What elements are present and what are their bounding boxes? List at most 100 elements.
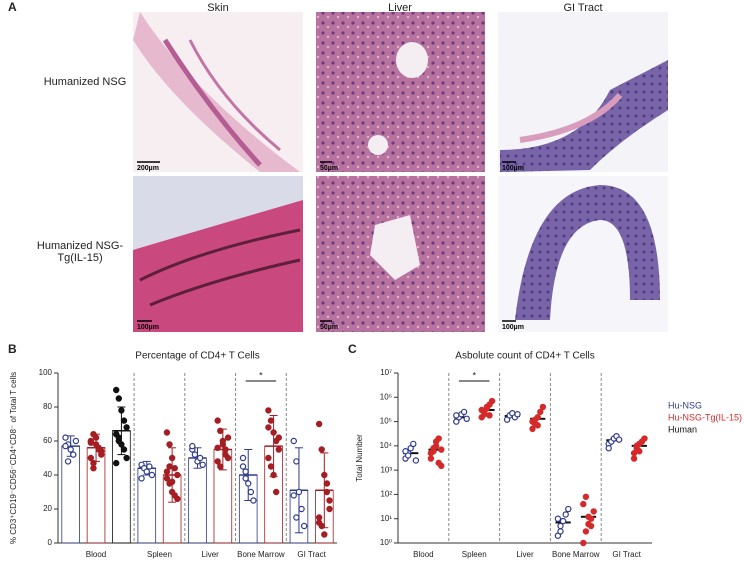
data-point xyxy=(559,517,567,525)
data-point xyxy=(298,505,305,513)
x-tick-label: Blood xyxy=(413,550,433,559)
image-gi-1 xyxy=(498,12,668,172)
data-point xyxy=(214,417,221,424)
data-point xyxy=(70,451,77,458)
scale-bar-label: 200µm xyxy=(137,165,159,172)
data-point xyxy=(460,408,468,416)
data-point xyxy=(636,448,643,455)
data-point xyxy=(214,458,221,465)
data-point xyxy=(92,434,100,441)
data-point xyxy=(590,508,597,515)
data-point xyxy=(113,459,120,467)
data-point xyxy=(605,445,612,452)
data-point xyxy=(123,424,130,431)
data-point xyxy=(138,475,145,482)
x-tick-label: Blood xyxy=(86,550,106,559)
data-point xyxy=(163,475,171,482)
x-tick-label: Bone Marrow xyxy=(552,550,600,559)
image-skin-1 xyxy=(133,12,303,172)
y-tick-label: 40 xyxy=(43,470,52,479)
data-point xyxy=(315,420,323,428)
data-point xyxy=(565,505,572,513)
data-point xyxy=(217,463,224,470)
image-liver-1 xyxy=(316,12,485,172)
data-point xyxy=(115,395,123,402)
y-tick-label: 10² xyxy=(380,490,392,499)
data-point xyxy=(529,425,536,433)
data-point xyxy=(118,441,125,448)
data-point xyxy=(166,463,173,470)
column-header: Liver xyxy=(388,2,412,14)
data-point xyxy=(168,478,176,485)
x-tick-label: GI Tract xyxy=(612,550,641,559)
data-point xyxy=(488,397,496,405)
data-point xyxy=(265,407,272,414)
panel-label: C xyxy=(348,342,357,356)
data-point xyxy=(120,446,128,453)
y-tick-label: 10⁶ xyxy=(380,392,392,401)
data-point xyxy=(265,454,272,462)
data-point xyxy=(315,514,323,521)
data-point xyxy=(412,457,420,464)
data-point xyxy=(290,492,297,499)
y-axis-label: % CD3⁺CD19⁻CD56⁻CD4⁺CD8⁻ of Total T cell… xyxy=(9,372,18,544)
data-point xyxy=(531,416,539,423)
data-point xyxy=(123,454,130,462)
data-point xyxy=(585,513,592,520)
y-tick-label: 60 xyxy=(43,436,52,445)
data-point xyxy=(98,448,105,455)
data-point xyxy=(72,437,80,445)
y-tick-label: 10⁵ xyxy=(380,417,392,426)
image-gi-2 xyxy=(498,176,668,332)
data-point xyxy=(321,531,328,538)
data-point xyxy=(554,515,562,522)
data-point xyxy=(245,480,252,487)
data-point xyxy=(163,429,171,436)
y-tick-label: 0 xyxy=(48,538,53,547)
image-liver-2 xyxy=(316,176,485,332)
data-point xyxy=(580,500,587,508)
data-point xyxy=(486,412,493,419)
data-point xyxy=(557,528,564,535)
y-tick-label: 100 xyxy=(39,368,53,377)
data-point xyxy=(267,463,275,470)
data-point xyxy=(404,452,412,459)
data-point xyxy=(219,441,227,448)
row-label: Humanized NSG xyxy=(43,76,127,88)
data-point xyxy=(115,434,123,441)
data-point xyxy=(323,480,331,487)
x-tick-label: Liver xyxy=(202,550,220,559)
data-point xyxy=(295,488,303,496)
data-point xyxy=(323,488,331,496)
y-tick-label: 10⁷ xyxy=(380,368,392,377)
data-point xyxy=(557,522,564,530)
legend-entry: Human xyxy=(668,424,697,434)
panel-label: B xyxy=(8,342,17,356)
row-label-box: Humanized NSG xyxy=(43,76,127,88)
data-point xyxy=(539,403,547,411)
panel-label: A xyxy=(8,0,17,14)
scale-bar-label: 100µm xyxy=(502,165,524,172)
data-point xyxy=(64,458,72,465)
data-point xyxy=(62,434,69,441)
data-point xyxy=(143,468,150,475)
data-point xyxy=(242,468,249,475)
data-point xyxy=(293,514,300,521)
data-point xyxy=(537,408,544,416)
data-point xyxy=(435,459,442,467)
data-point xyxy=(196,454,204,462)
data-point xyxy=(174,495,181,502)
data-point xyxy=(118,407,125,414)
data-point xyxy=(427,455,435,462)
y-tick-label: 10¹ xyxy=(380,514,392,523)
data-point xyxy=(199,461,206,468)
data-point xyxy=(562,511,569,518)
data-point xyxy=(267,417,275,424)
data-point xyxy=(514,411,521,418)
data-point xyxy=(239,463,247,470)
y-tick-label: 10³ xyxy=(380,465,392,474)
data-point xyxy=(290,437,297,445)
data-point xyxy=(250,497,257,504)
x-tick-label: GI Tract xyxy=(297,550,326,559)
